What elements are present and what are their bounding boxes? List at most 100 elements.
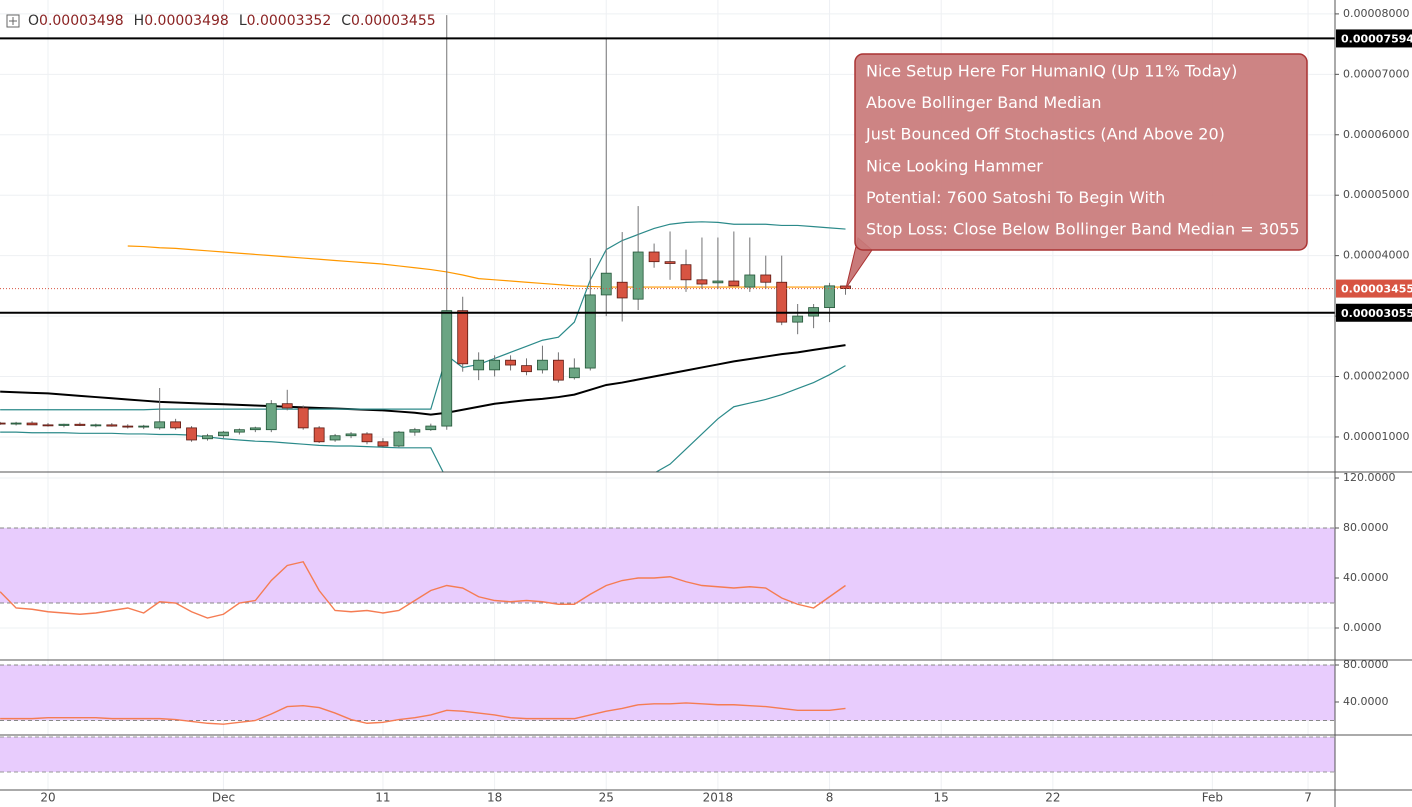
candle-body: [616, 281, 628, 299]
pane: [0, 664, 1335, 725]
candle-body: [58, 423, 70, 426]
x-tick-label: 7: [1304, 791, 1312, 805]
y-tick-label: 120.0000: [1343, 471, 1396, 484]
y-tick-label: 0.00001000: [1343, 430, 1409, 443]
y-tick-label: 0.00007000: [1343, 67, 1409, 80]
y-tick-label: 0.00005000: [1343, 188, 1409, 201]
oscillator-band: [0, 528, 1335, 603]
annotation-line: Nice Setup Here For HumanIQ (Up 11% Toda…: [866, 62, 1237, 81]
y-tick-label: 40.0000: [1343, 695, 1389, 708]
candle-body: [10, 422, 22, 425]
candle-body: [345, 433, 357, 437]
x-tick-label: 15: [934, 791, 949, 805]
indicator-line: [0, 365, 846, 472]
candle-body: [521, 365, 532, 373]
candle-body: [824, 285, 835, 309]
candle-body: [425, 425, 437, 431]
candle-body: [377, 441, 389, 447]
ohlc-key: C: [341, 13, 351, 29]
candle-body: [218, 431, 229, 437]
candle-body: [568, 367, 580, 379]
plot: [0, 15, 1335, 725]
x-tick-label: 25: [599, 791, 614, 805]
candle-body: [90, 424, 102, 427]
candle-body: [584, 294, 596, 369]
last-price-box: [1336, 279, 1412, 298]
candle-body: [138, 425, 150, 428]
x-tick-label: 18: [487, 791, 502, 805]
ohlc-value: 0.00003498: [144, 13, 229, 29]
x-tick-label: Feb: [1202, 791, 1223, 805]
ohlc-value: 0.00003352: [247, 13, 332, 29]
candle-body: [776, 281, 788, 323]
candle-body: [249, 427, 261, 431]
y-tick-label: 0.00004000: [1343, 249, 1409, 262]
candle-body: [361, 433, 373, 443]
candle-body: [186, 427, 197, 441]
candle-body: [0, 422, 6, 425]
x-tick-label: 8: [826, 791, 834, 805]
candle-body: [505, 359, 516, 366]
candle-body: [42, 424, 54, 427]
candle-body: [537, 359, 548, 371]
candle-body: [648, 251, 660, 263]
candle-body: [265, 403, 277, 431]
candle-body: [106, 424, 118, 427]
x-tick-label: 11: [375, 791, 390, 805]
candle-body: [297, 407, 309, 429]
level-price-box: [1336, 29, 1412, 48]
annotation-line: Stop Loss: Close Below Bollinger Band Me…: [866, 220, 1300, 239]
level-price-box: [1336, 303, 1412, 322]
ohlc-value: 0.00003455: [351, 13, 436, 29]
candle-body: [457, 310, 469, 365]
candle-body: [441, 310, 453, 427]
icon-frame: [6, 14, 20, 28]
panel3-band: [0, 737, 1335, 772]
candle-body: [233, 429, 245, 433]
candle-body: [712, 280, 724, 284]
candle-body: [26, 422, 38, 426]
toolbar-icon: [6, 14, 20, 28]
oscillator-line: [0, 560, 846, 619]
y-tick-label: 0.0000: [1343, 621, 1382, 634]
annotation-text: Nice Setup Here For HumanIQ (Up 11% Toda…: [865, 62, 1300, 239]
candle-body: [744, 274, 756, 288]
candle-body: [202, 435, 213, 440]
candle-body: [840, 285, 851, 289]
candle-body: [664, 261, 676, 264]
candle-body: [170, 421, 182, 429]
ohlc-key: L: [239, 13, 247, 29]
level-price-label: 0.00007594: [1341, 32, 1412, 45]
y-tick-label: 0.00008000: [1343, 7, 1409, 20]
candle-body: [792, 315, 804, 323]
annotation-line: Nice Looking Hammer: [866, 156, 1043, 175]
candle-body: [74, 423, 86, 426]
ohlc-value: 0.00003498: [39, 13, 124, 29]
y-tick-label: 0.00006000: [1343, 128, 1409, 141]
x-tick-label: Dec: [212, 791, 235, 805]
candle-body: [728, 280, 740, 287]
candle-body: [329, 435, 341, 441]
x-tick-label: 22: [1045, 791, 1060, 805]
candle-body: [313, 427, 325, 443]
candle-body: [489, 359, 501, 371]
y-tick-label: 80.0000: [1343, 521, 1389, 534]
candle-body: [600, 272, 612, 296]
ohlc-header: O0.00003498 H0.00003498 L0.00003352 C0.0000…: [28, 13, 436, 29]
annotation-line: Just Bounced Off Stochastics (And Above …: [865, 125, 1225, 144]
oscillator-band: [0, 664, 1335, 721]
x-tick-label: 20: [40, 791, 55, 805]
candle-body: [122, 425, 134, 428]
indicator-line: [0, 344, 846, 416]
pane: [0, 15, 851, 472]
annotation-line: Above Bollinger Band Median: [866, 93, 1102, 112]
ohlc-key: H: [134, 13, 145, 29]
candle-body: [760, 274, 772, 283]
annotation-box: [854, 53, 1308, 251]
y-tick-label: 0.00002000: [1343, 370, 1409, 383]
candle-body: [409, 429, 421, 433]
candle-body: [154, 421, 166, 429]
last-price-label: 0.00003455: [1341, 283, 1412, 296]
pane: [0, 527, 1335, 619]
